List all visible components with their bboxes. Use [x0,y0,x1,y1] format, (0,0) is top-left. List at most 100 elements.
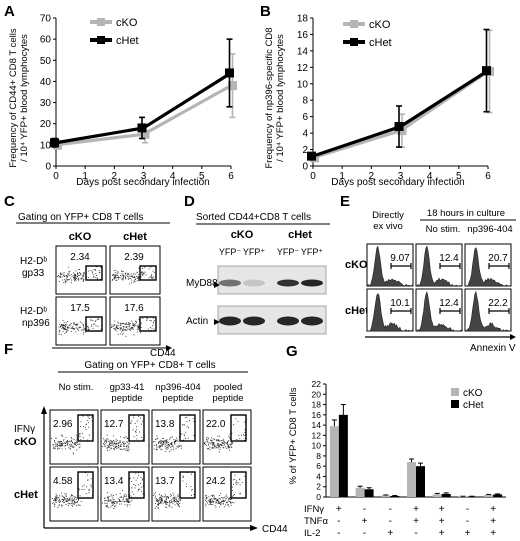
panel-c-event-dot [73,276,75,278]
panel-f-event-dot [166,502,168,504]
panel-f-event-dot [165,500,167,502]
panel-f-event-dot [173,494,175,496]
panel-f-event-dot [67,441,69,442]
panel-c-event-dot [73,275,75,277]
panel-c-event-dot [83,278,85,280]
panel-f-event-dot [159,503,160,504]
panel-c-event-dot [140,327,142,328]
panel-f-event-dot [158,502,159,504]
panel-f-event-dot [61,492,62,494]
panel-c-event-dot [78,274,79,276]
panel-f-event-dot [86,474,88,476]
panel-f-event-dot [206,437,207,439]
panel-f-event-dot [174,498,176,500]
panel-f-event-dot [192,418,194,420]
panel-c-event-dot [129,275,131,277]
panel-f-event-dot [67,440,68,441]
panel-f-event-dot [108,444,110,446]
panel-c-event-dot [148,277,150,279]
panel-f-event-dot [108,507,110,509]
panel-f-event-dot [164,441,166,443]
panel-f-event-dot [170,446,172,448]
panel-f-event-dot [244,429,246,431]
panel-c-event-dot [83,275,85,276]
panel-g-row-il2: IL-2 [304,528,320,539]
panel-g-y-tick-label: 12 [312,430,322,440]
panel-f-event-dot [169,504,171,506]
panel-f-event-dot [88,426,90,428]
panel-c-event-dot [74,279,75,281]
panel-f-event-dot [226,442,228,444]
panel-f-event-dot [77,501,79,503]
panel-f-value: 12.7 [104,419,124,430]
panel-d-actin-arrow [214,319,220,325]
panel-f-event-dot [108,445,110,447]
panel-f-event-dot [212,448,214,449]
panel-f-event-dot [209,499,211,501]
panel-f-event-dot [176,500,178,502]
panel-g-bar-cko [407,462,416,497]
panel-f-event-dot [65,495,67,497]
panel-d-actin-band [301,316,323,326]
panel-f-event-dot [142,439,144,441]
panel-f-event-dot [215,439,217,441]
panel-f-event-dot [119,503,121,505]
panel-c-event-dot [134,325,135,327]
panel-c-event-dot [114,328,116,330]
panel-c-event-dot [113,270,115,272]
panel-f-event-dot [66,442,68,444]
panel-f-event-dot [108,446,110,448]
panel-c-event-dot [134,280,135,282]
panel-f-event-dot [116,501,117,503]
panel-f-event-dot [193,434,195,436]
panel-f-event-dot [158,499,160,501]
panel-f-event-dot [61,434,63,436]
panel-f-event-dot [132,417,134,419]
panel-c-event-dot [117,325,119,326]
panel-c-event-dot [92,320,94,321]
panel-f-event-dot [66,500,68,502]
panel-f-event-dot [126,497,128,499]
panel-g-category-mark: + [362,516,368,527]
panel-f-event-dot [204,443,205,444]
panel-a-y-tick-label: 30 [40,98,52,109]
panel-c-event-dot [64,329,66,330]
panel-f-event-dot [211,439,213,441]
panel-c-event-dot [125,327,127,328]
panel-f-event-dot [54,444,56,446]
panel-f-event-dot [213,498,215,500]
panel-c-event-dot [120,327,122,329]
panel-g-category-mark: - [337,528,340,539]
panel-f-event-dot [158,504,160,506]
panel-f-event-dot [60,445,62,447]
panel-c-flow: Gating on YFP+ CD8 T cells cKO cHet H2-D… [16,212,176,359]
panel-c-event-dot [75,276,77,278]
panel-f-event-dot [205,441,207,443]
panel-d-actin-band [219,316,241,326]
panel-f-event-dot [69,447,71,449]
panel-f-event-dot [79,433,81,434]
panel-f-event-dot [161,499,163,501]
panel-c-event-dot [147,328,149,330]
panel-c-event-dot [64,328,66,330]
panel-e-subheader-1: No stim. [426,224,461,235]
panel-c-event-dot [95,320,97,322]
panel-c-event-dot [70,323,72,324]
panel-f-gate [77,471,94,499]
panel-f-event-dot [83,488,85,490]
panel-f-event-dot [51,498,53,499]
panel-f-event-dot [189,420,190,421]
panel-c-event-dot [113,274,115,276]
panel-f-event-dot [222,502,224,504]
panel-c-x-arrowhead [166,345,172,351]
panel-c-event-dot [94,321,96,322]
panel-c-event-dot [136,276,138,277]
panel-c-event-dot [92,276,94,278]
panel-c-event-dot [59,273,61,275]
panel-c-event-dot [72,327,74,329]
panel-f-event-dot [58,502,60,503]
panel-c-event-dot [97,317,99,319]
panel-f-plot-frame [151,409,201,465]
panel-c-event-dot [62,279,63,281]
panel-c-event-dot [114,324,116,326]
